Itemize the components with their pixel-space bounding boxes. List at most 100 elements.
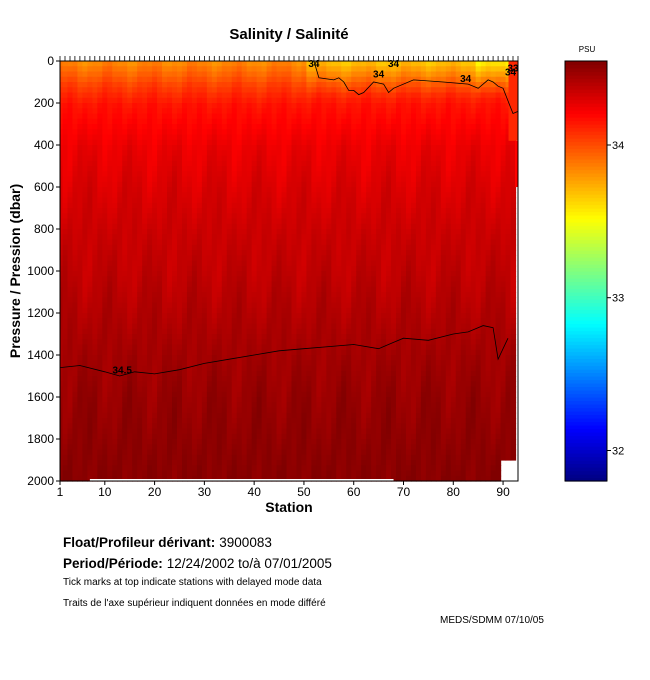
heat-cell	[316, 370, 322, 377]
heat-cell	[361, 113, 367, 120]
heat-cell	[112, 433, 118, 440]
heat-cell	[271, 454, 278, 461]
heat-cell	[152, 239, 158, 246]
heat-cell	[112, 192, 118, 199]
heat-cell	[231, 108, 238, 115]
heat-cell	[226, 281, 233, 288]
heat-cell	[251, 223, 258, 230]
heat-cell	[191, 313, 198, 319]
heat-cell	[271, 213, 278, 220]
heat-cell	[196, 260, 203, 267]
heat-cell	[241, 339, 248, 346]
heat-cell	[132, 129, 138, 136]
heat-cell	[256, 407, 263, 414]
heat-cell	[82, 66, 88, 73]
heat-cell	[306, 208, 312, 214]
heat-cell	[132, 381, 138, 388]
heat-cell	[241, 465, 248, 472]
heat-cell	[346, 444, 352, 451]
heat-cell	[181, 412, 188, 419]
heat-cell	[266, 365, 273, 372]
heat-cell	[276, 344, 283, 351]
heat-cell	[132, 423, 138, 430]
heat-cell	[241, 360, 248, 367]
heat-cell	[356, 192, 362, 199]
heat-cell	[196, 160, 203, 167]
heat-cell	[172, 444, 178, 451]
heat-cell	[211, 286, 218, 293]
heat-cell	[321, 423, 327, 430]
heat-cell	[356, 297, 362, 304]
heat-cell	[142, 139, 148, 146]
heat-cell	[196, 449, 203, 456]
heat-cell	[87, 360, 93, 367]
heat-cell	[157, 323, 163, 330]
heat-cell	[326, 460, 332, 466]
heat-cell	[142, 381, 148, 388]
heat-cell	[251, 239, 258, 246]
heat-cell	[72, 244, 79, 251]
heat-cell	[266, 339, 273, 346]
heat-cell	[167, 460, 173, 466]
heat-cell	[251, 166, 258, 172]
heat-cell	[316, 402, 322, 409]
heat-cell	[137, 118, 143, 125]
heat-cell	[112, 355, 118, 361]
heat-cell	[72, 66, 79, 73]
heat-cell	[162, 271, 168, 277]
heat-cell	[221, 365, 228, 372]
heat-cell	[216, 113, 223, 120]
heat-cell	[236, 223, 243, 230]
heat-cell	[276, 229, 283, 235]
heat-cell	[241, 381, 248, 388]
heat-cell	[206, 465, 213, 472]
heat-cell	[181, 465, 188, 472]
heat-cell	[122, 276, 128, 283]
heat-cell	[206, 213, 213, 220]
heat-cell	[296, 250, 303, 256]
heat-cell	[102, 71, 108, 78]
heat-cell	[336, 428, 342, 435]
heat-cell	[176, 286, 183, 293]
heat-cell	[127, 470, 133, 477]
heat-cell	[296, 218, 303, 225]
heat-cell	[167, 145, 173, 151]
heat-cell	[311, 370, 317, 377]
heat-cell	[167, 397, 173, 403]
heat-cell	[172, 92, 178, 99]
heat-cell	[152, 61, 158, 67]
heat-cell	[92, 187, 98, 193]
heat-cell	[196, 103, 203, 109]
heat-cell	[77, 192, 83, 199]
heat-cell	[311, 397, 317, 403]
heat-cell	[266, 124, 273, 130]
heat-cell	[201, 82, 208, 88]
heat-cell	[201, 313, 208, 319]
heat-cell	[276, 318, 283, 325]
heat-cell	[181, 108, 188, 115]
heat-cell	[246, 428, 253, 435]
heat-cell	[261, 465, 268, 472]
heat-cell	[296, 281, 303, 288]
heat-cell	[142, 229, 148, 235]
heat-cell	[72, 202, 79, 209]
heat-cell	[271, 470, 278, 477]
heat-cell	[201, 202, 208, 209]
heat-cell	[196, 66, 203, 73]
heat-cell	[87, 381, 93, 388]
heat-cell	[201, 239, 208, 246]
heat-cell	[201, 339, 208, 346]
heat-cell	[336, 255, 342, 262]
heat-cell	[87, 402, 93, 409]
heat-cell	[321, 139, 327, 146]
heat-cell	[241, 460, 248, 466]
heat-cell	[301, 181, 308, 188]
heat-cell	[92, 197, 98, 204]
heat-cell	[331, 339, 337, 346]
heat-cell	[241, 145, 248, 151]
heat-cell	[157, 370, 163, 377]
heat-cell	[72, 76, 79, 83]
heat-cell	[181, 428, 188, 435]
heat-cell	[331, 407, 337, 414]
heat-cell	[276, 139, 283, 146]
